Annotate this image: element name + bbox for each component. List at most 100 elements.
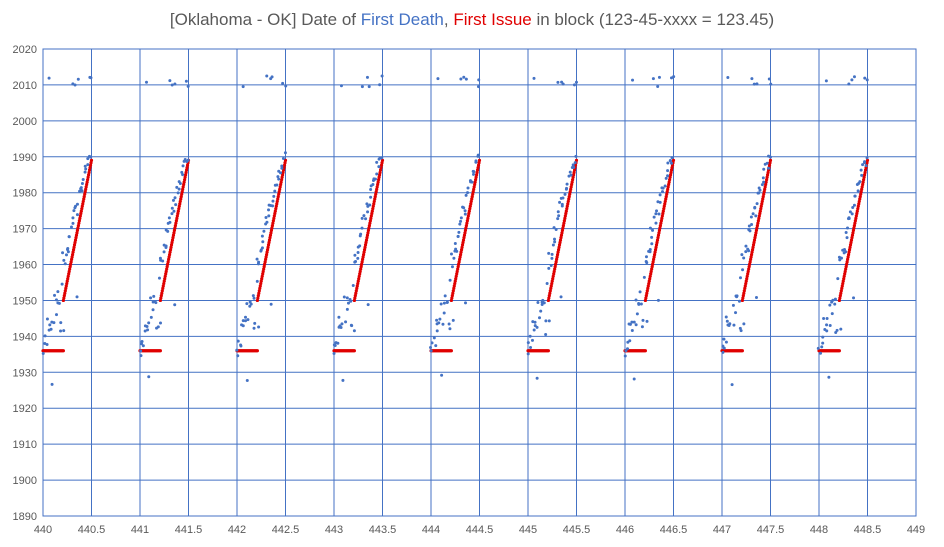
first-issue-point (368, 221, 372, 225)
first-issue-point (855, 209, 859, 213)
first-issue-point (751, 245, 755, 249)
first-death-point (626, 347, 630, 351)
first-issue-point (71, 250, 75, 254)
first-issue-point (666, 185, 670, 189)
first-death-point (52, 321, 56, 325)
first-death-point (533, 320, 537, 324)
first-issue-point (649, 272, 653, 276)
first-issue-point (748, 260, 752, 264)
first-issue-point (862, 178, 866, 182)
x-tick-label: 449 (907, 524, 925, 536)
first-issue-point (74, 233, 79, 237)
first-issue-point (371, 207, 375, 211)
first-death-point (89, 76, 93, 80)
y-tick-label: 1970 (13, 224, 37, 236)
first-issue-point (765, 175, 769, 179)
first-death-point (375, 160, 379, 164)
first-issue-point (263, 262, 267, 266)
first-issue-point (477, 161, 481, 165)
first-death-point (750, 222, 754, 226)
first-issue-point (766, 170, 770, 175)
first-death-point (844, 231, 848, 235)
first-death-point (634, 298, 638, 302)
first-death-point (366, 210, 370, 214)
x-tick-label: 446.5 (660, 524, 688, 536)
first-issue-point (67, 272, 71, 276)
first-death-point (550, 256, 554, 260)
first-death-point (157, 276, 161, 280)
first-death-point (865, 78, 869, 82)
first-issue-point (740, 349, 744, 353)
first-issue-point (456, 265, 460, 269)
first-issue-point (838, 296, 842, 300)
first-issue-point (745, 277, 749, 281)
first-death-point (828, 303, 832, 307)
first-death-point (541, 298, 545, 302)
first-death-point (761, 176, 765, 180)
first-death-point (544, 333, 548, 337)
first-issue-point (66, 274, 70, 278)
first-death-point (139, 354, 143, 358)
first-issue-point (567, 197, 571, 201)
first-issue-point (671, 158, 676, 162)
first-issue-point (550, 279, 554, 283)
first-death-point (260, 234, 264, 238)
first-issue-point (662, 204, 666, 208)
first-death-point (365, 202, 369, 206)
first-death-point (639, 302, 643, 306)
first-issue-point (568, 190, 572, 194)
first-death-point (532, 76, 536, 80)
first-issue-point (473, 182, 477, 187)
first-issue-point (559, 233, 564, 237)
first-death-point (430, 341, 434, 345)
first-issue-point (754, 231, 758, 235)
first-death-point (257, 260, 261, 264)
first-issue-point (660, 216, 664, 220)
first-issue-point (471, 190, 475, 194)
x-tick-label: 441 (131, 524, 149, 536)
first-issue-point (750, 250, 754, 254)
first-death-point (50, 382, 54, 386)
first-issue-point (171, 236, 175, 240)
first-issue-point (559, 236, 563, 240)
first-issue-point (158, 298, 162, 303)
first-issue-point (563, 214, 567, 218)
first-issue-point (259, 279, 263, 283)
first-issue-point (460, 243, 465, 247)
first-issue-point (841, 281, 845, 286)
first-issue-point (374, 192, 378, 196)
first-issue-point (84, 187, 88, 191)
first-death-point (864, 164, 868, 168)
first-issue-point (159, 294, 163, 298)
first-issue-point (260, 274, 264, 278)
first-death-point (64, 253, 68, 257)
first-death-point (565, 182, 569, 186)
first-issue-point (183, 175, 187, 179)
first-death-point (532, 328, 536, 332)
first-death-point (744, 244, 748, 248)
first-issue-point (451, 289, 455, 293)
first-issue-point (665, 190, 669, 194)
first-death-point (332, 351, 336, 355)
first-issue-point (367, 226, 371, 230)
first-death-point (173, 82, 177, 86)
first-issue-point (165, 267, 169, 271)
first-issue-point (258, 286, 262, 290)
first-issue-point (742, 291, 746, 295)
first-issue-point (857, 202, 861, 206)
first-issue-point (160, 291, 164, 295)
first-death-point (756, 191, 760, 195)
first-issue-point (658, 223, 663, 228)
first-issue-point (571, 173, 576, 177)
first-issue-point (470, 194, 474, 199)
first-issue-point (755, 223, 760, 228)
first-death-point (450, 265, 454, 269)
y-tick-label: 1980 (13, 188, 37, 200)
first-death-point (742, 322, 746, 326)
first-issue-point (760, 199, 764, 204)
first-issue-point (275, 199, 279, 204)
first-issue-point (648, 277, 652, 281)
first-death-point (351, 283, 355, 287)
first-death-point (765, 161, 769, 165)
title-series-first-issue: First Issue (453, 10, 532, 29)
